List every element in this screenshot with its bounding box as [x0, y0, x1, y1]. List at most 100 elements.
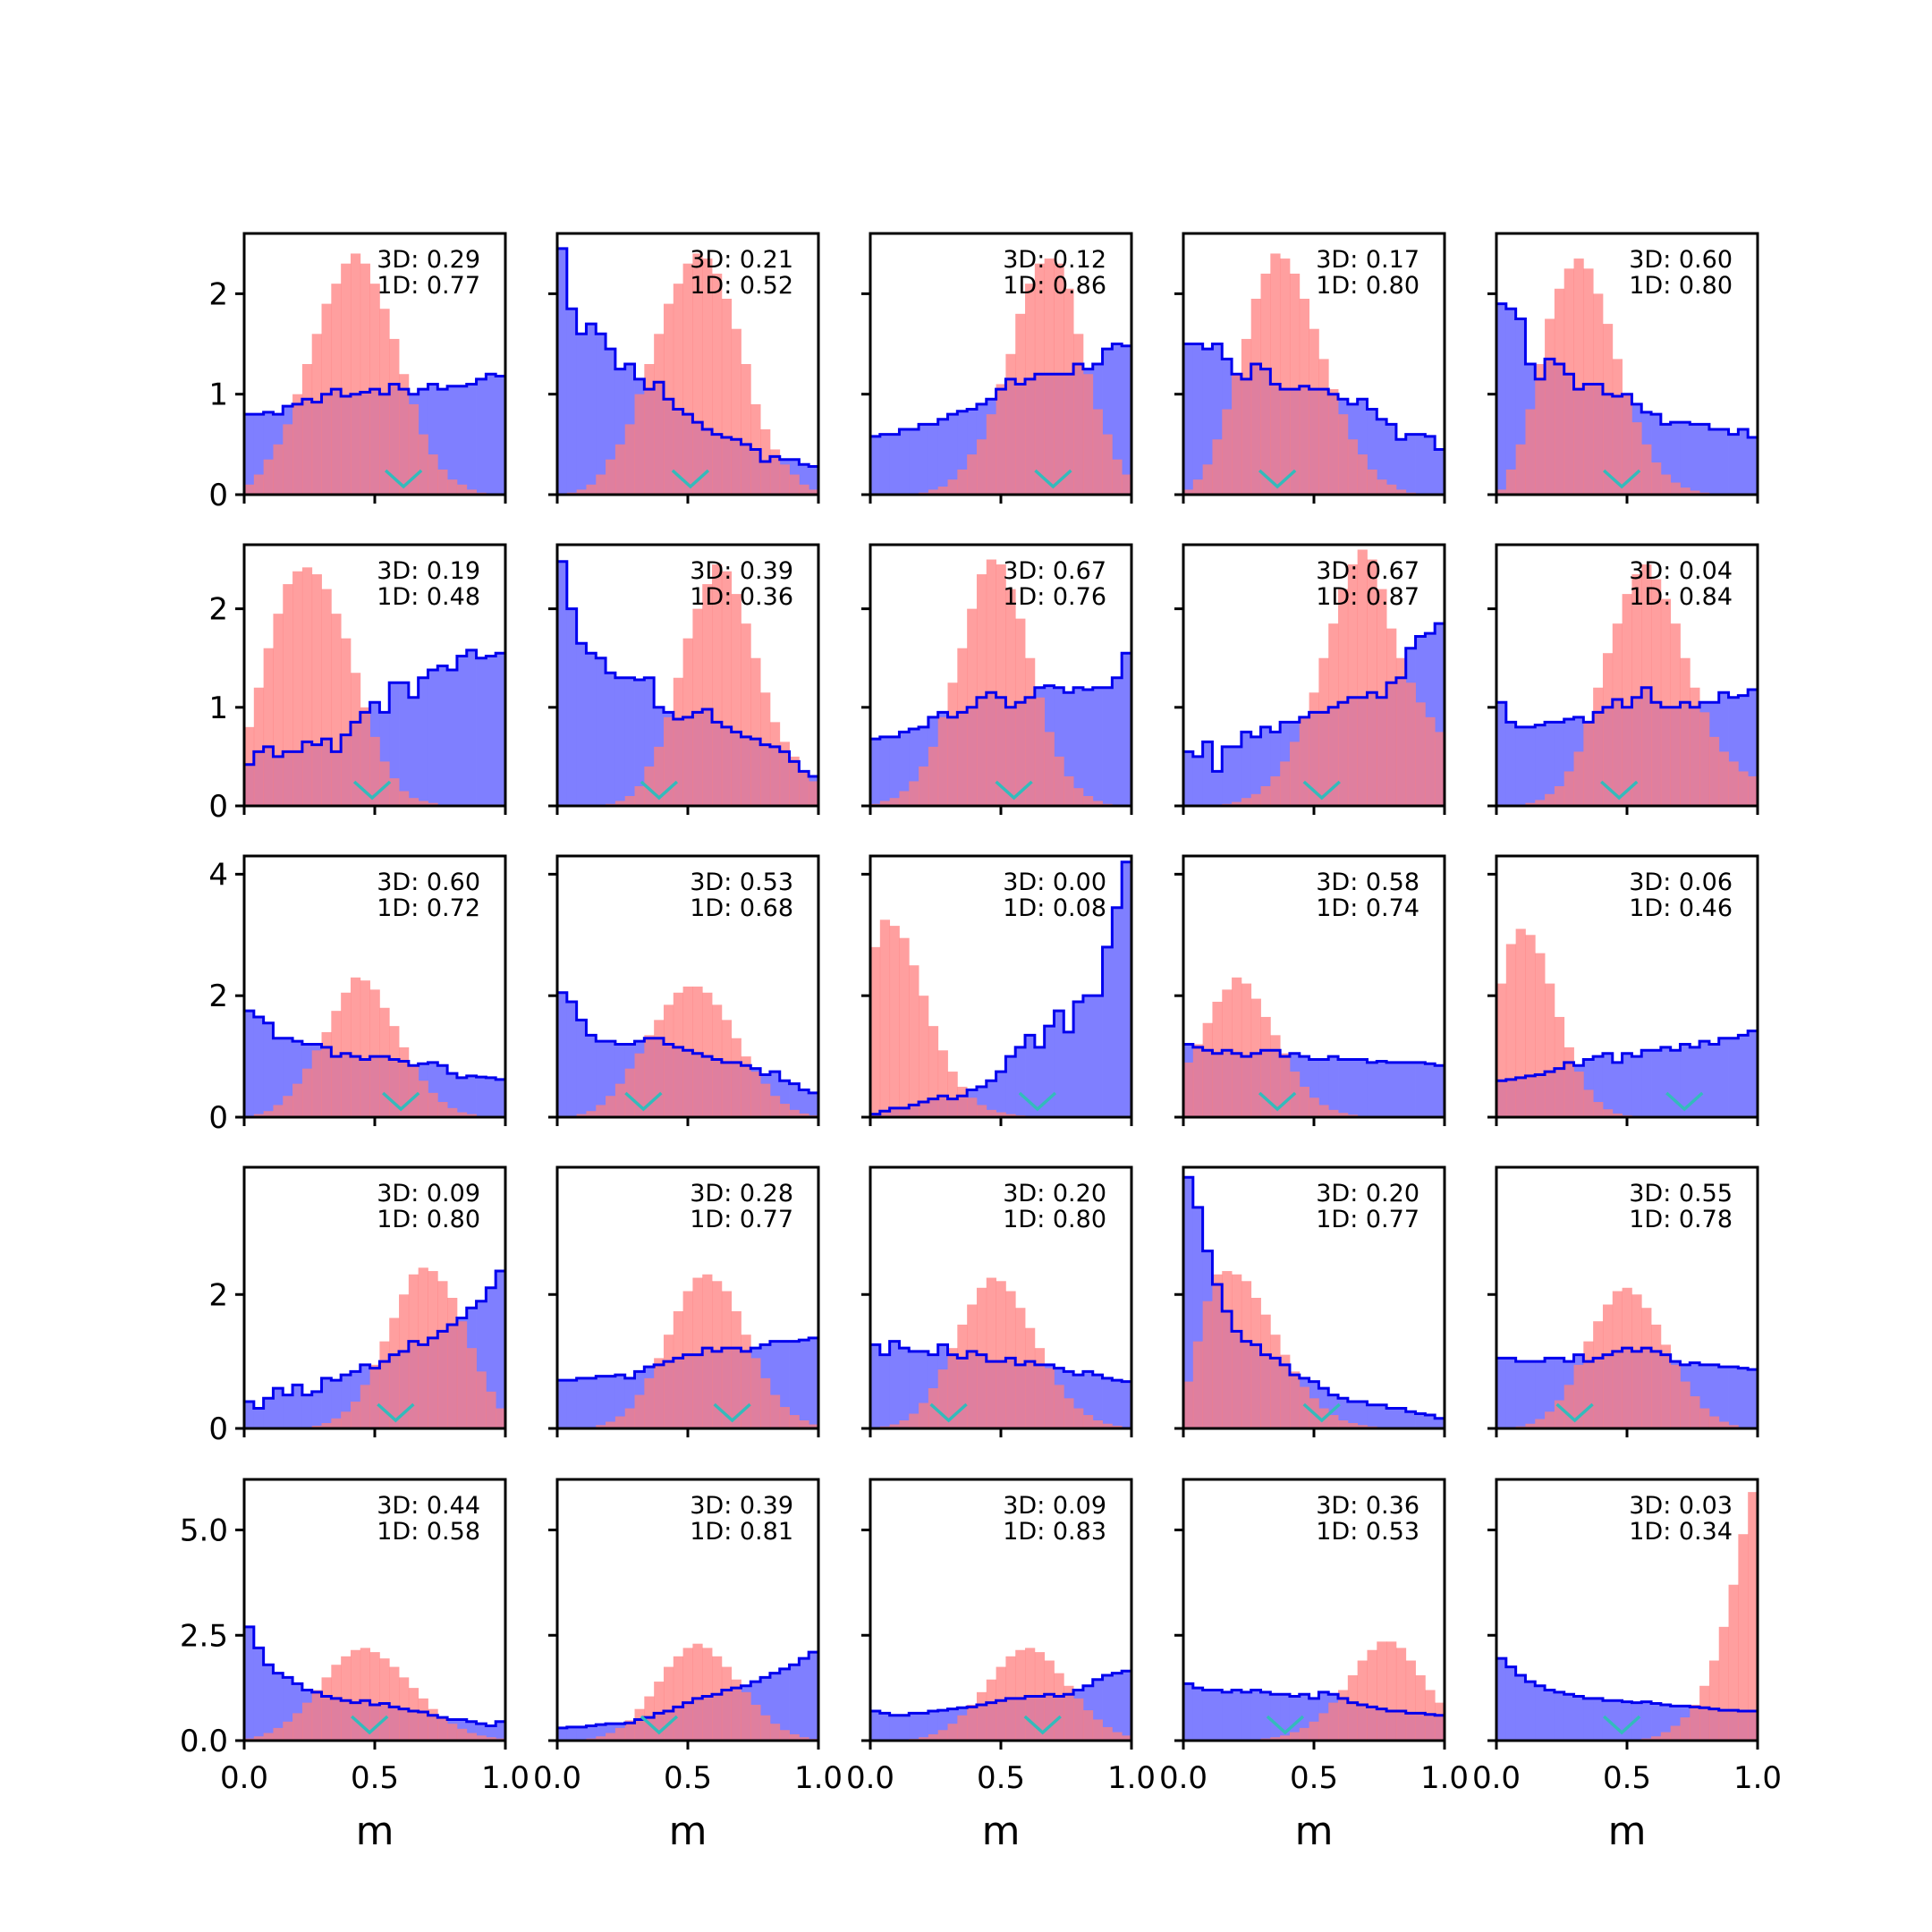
red-histogram-bar [634, 785, 645, 806]
red-histogram-bar [1212, 439, 1223, 495]
red-histogram-bar [889, 1424, 900, 1428]
red-histogram-bar [418, 1080, 428, 1117]
blue-histogram-bar [1309, 1698, 1319, 1741]
red-histogram-bar [1309, 1721, 1319, 1741]
blue-histogram-bar [614, 1375, 626, 1428]
blue-histogram-bar [1112, 343, 1123, 495]
red-histogram-bar [1425, 716, 1436, 806]
blue-histogram-bar [1122, 653, 1131, 806]
red-histogram-bar [1270, 1035, 1281, 1117]
red-histogram-bar [760, 1083, 771, 1117]
red-histogram-bar [273, 1105, 284, 1117]
red-histogram-bar [779, 741, 790, 806]
red-histogram-bar [244, 726, 255, 806]
blue-histogram-bar [244, 414, 255, 495]
red-histogram-bar [1435, 1702, 1445, 1741]
blue-histogram-bar [889, 1715, 900, 1741]
red-histogram-bar [283, 1096, 293, 1117]
blue-histogram-bar [1289, 1696, 1301, 1741]
blue-histogram-bar [586, 324, 597, 495]
red-histogram-bar [389, 778, 400, 806]
red-histogram-bar [1535, 953, 1546, 1117]
blue-histogram-bar [1718, 1038, 1729, 1117]
plot-area [870, 258, 1131, 495]
red-histogram-bar [644, 766, 655, 806]
chevron-marker-icon [1258, 469, 1297, 489]
red-histogram-bar [644, 364, 655, 495]
blue-histogram-bar [586, 1035, 597, 1117]
red-histogram-bar [909, 1413, 919, 1428]
red-histogram-bar [389, 338, 400, 495]
red-histogram-bar [1015, 313, 1026, 495]
x-axis-label: m [982, 1809, 1021, 1854]
stat-3d-label: 3D: 0.09 [377, 1180, 480, 1208]
red-histogram-bar [1545, 318, 1555, 495]
chevron-marker-icon [384, 469, 423, 489]
blue-histogram-bar [1192, 1207, 1204, 1428]
red-histogram-bar [1005, 353, 1016, 495]
blue-histogram-bar [909, 729, 919, 806]
red-histogram-bar [1063, 1398, 1074, 1428]
red-histogram-bar [663, 716, 674, 806]
red-histogram-bar [644, 1035, 655, 1117]
blue-histogram-bar [576, 643, 587, 806]
red-histogram-bar [1680, 1381, 1690, 1428]
plot-area [1183, 549, 1445, 806]
red-histogram-bar [799, 484, 809, 495]
blue-histogram-bar [557, 1727, 568, 1741]
blue-histogram-bar [1563, 719, 1574, 806]
red-histogram-bar [692, 987, 703, 1117]
red-histogram-bar [614, 1083, 626, 1117]
red-histogram-bar [350, 673, 361, 806]
blue-histogram-bar [1718, 429, 1729, 495]
red-histogram-bar [644, 1377, 655, 1428]
blue-histogram-bar [476, 1724, 487, 1741]
red-histogram-bar [741, 1691, 751, 1741]
red-histogram-bar [1289, 1732, 1301, 1741]
blue-histogram-bar [1122, 861, 1131, 1117]
red-histogram-bar [331, 1418, 342, 1428]
blue-histogram-bar [1357, 1059, 1368, 1117]
red-histogram-bar [614, 1727, 626, 1741]
blue-histogram-bar [253, 414, 265, 495]
red-histogram-bar [682, 987, 693, 1117]
red-histogram-bar [389, 1026, 400, 1117]
blue-histogram-bar [606, 673, 616, 806]
y-tick-label: 4 [208, 857, 228, 893]
red-histogram-bar [1690, 490, 1700, 495]
blue-histogram-bar [1112, 907, 1123, 1117]
red-histogram-bar [996, 384, 1006, 495]
red-histogram-bar [1573, 751, 1584, 806]
blue-step-outline [1183, 1682, 1445, 1741]
blue-histogram-bar [1690, 1362, 1700, 1428]
red-histogram-bar [702, 992, 713, 1117]
blue-step-outline [557, 1650, 818, 1741]
red-histogram-bar [273, 1727, 284, 1741]
plot-area [557, 247, 818, 495]
red-histogram-bar [301, 1068, 313, 1117]
red-histogram-bar [1554, 785, 1565, 806]
red-histogram-bar [476, 1371, 487, 1428]
red-histogram-bar [1318, 657, 1329, 806]
blue-histogram-bar [779, 1341, 790, 1428]
red-histogram-bar [712, 273, 723, 495]
red-histogram-bar [586, 1111, 597, 1117]
stat-3d-label: 3D: 0.53 [690, 869, 793, 896]
red-histogram-bar [937, 1369, 948, 1428]
red-histogram-bar [889, 798, 900, 806]
red-histogram-bar [1202, 1301, 1213, 1428]
red-histogram-bar [1583, 1341, 1594, 1428]
blue-histogram-bar [1222, 746, 1233, 806]
red-histogram-bar [1708, 736, 1720, 806]
blue-histogram-bar [1112, 1380, 1123, 1428]
red-histogram-bar [899, 791, 910, 806]
red-histogram-bar [1102, 1423, 1113, 1428]
red-histogram-bar [928, 1026, 939, 1117]
blue-histogram-bar [1545, 722, 1555, 806]
blue-histogram-bar [909, 1351, 919, 1428]
stat-3d-label: 3D: 0.09 [1003, 1492, 1106, 1520]
red-histogram-bar [1631, 1294, 1642, 1428]
red-histogram-bar [1367, 469, 1377, 495]
red-histogram-series [909, 258, 1131, 495]
